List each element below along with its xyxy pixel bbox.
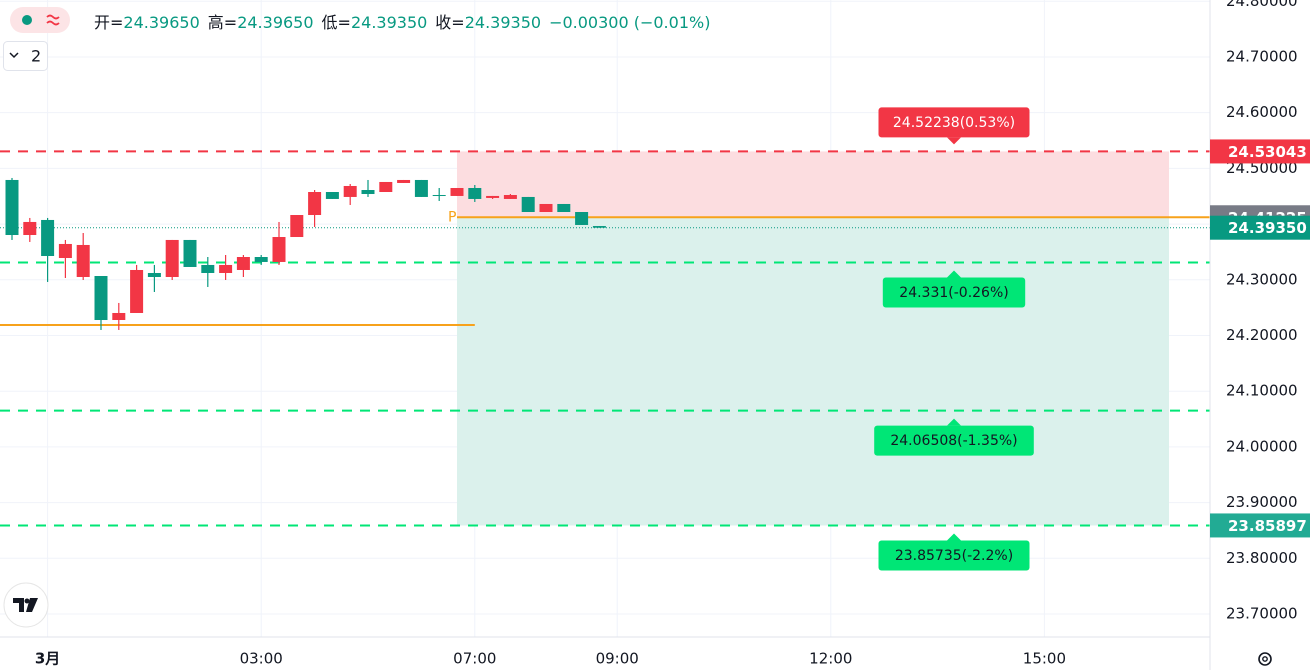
annotation-pointer — [947, 418, 961, 426]
candle-body — [486, 195, 500, 198]
candle-body — [254, 257, 268, 262]
price-tag-bg — [1210, 513, 1310, 538]
y-tick-label: 23.70000 — [1226, 604, 1298, 622]
ohlc-value: 24.39650 — [237, 13, 314, 32]
annotation-pointer — [947, 270, 961, 278]
logo-bg[interactable] — [3, 582, 49, 628]
candle-body — [575, 211, 589, 225]
candle-body — [219, 264, 233, 273]
y-tick-label: 24.80000 — [1226, 0, 1298, 10]
chevron-icon — [9, 52, 19, 59]
level-annotation: 24.06508(-1.35%) — [890, 433, 1017, 449]
candle-body — [397, 179, 411, 183]
candle-body — [557, 203, 571, 212]
candle-body — [41, 219, 55, 257]
x-tick-label: 07:00 — [453, 650, 496, 668]
y-tick-label: 23.80000 — [1226, 549, 1298, 567]
candle-body — [468, 187, 482, 199]
symbol-badge[interactable] — [10, 7, 70, 33]
candle-body — [23, 221, 37, 236]
level-annotation-bg — [878, 540, 1030, 571]
candle-body — [361, 189, 375, 195]
ohlc-value: 24.39650 — [123, 13, 200, 32]
candle-body — [432, 195, 446, 197]
candle-body — [272, 237, 286, 262]
price-tag-bg — [1210, 139, 1310, 164]
x-tick-label: 15:00 — [1023, 650, 1066, 668]
candle-body — [76, 244, 90, 278]
y-tick-label: 24.30000 — [1226, 270, 1298, 288]
level-annotation-bg — [882, 277, 1026, 308]
x-tick-label: 03:00 — [240, 650, 283, 668]
logo-dot — [24, 598, 30, 604]
candle-body — [325, 192, 339, 199]
candle-body — [201, 264, 215, 273]
price-tag: 24.39350 — [1228, 219, 1307, 237]
candle-body — [308, 192, 322, 216]
ohlc-value: 24.39350 — [350, 13, 428, 32]
candle-body — [539, 203, 553, 212]
collapse-button[interactable] — [3, 41, 48, 71]
candle-body — [130, 269, 144, 313]
ohlc-label: 收= — [435, 13, 465, 32]
candle-body — [379, 181, 393, 193]
ohlc-header: 开=24.39650 高=24.39650 低=24.39350 收=24.39350… — [94, 9, 710, 33]
candle-body — [503, 195, 517, 199]
ohlc-label: 开= — [94, 13, 124, 32]
level-annotation-bg — [878, 107, 1030, 138]
wave-icon — [46, 14, 60, 26]
ohlc-label: 高= — [207, 13, 238, 32]
settings-icon[interactable] — [1258, 652, 1272, 666]
candle-body — [112, 312, 126, 321]
candle-body — [521, 196, 535, 212]
ohlc-label: 低= — [321, 13, 351, 32]
level-annotation: 24.52238(0.53%) — [893, 115, 1015, 131]
annotation-pointer — [947, 533, 961, 541]
entry-marker: P — [448, 209, 456, 225]
candle-body — [343, 185, 357, 197]
level-annotation: 24.331(-0.26%) — [899, 285, 1008, 301]
x-tick-label: 3月 — [35, 650, 60, 668]
y-tick-label: 24.10000 — [1226, 382, 1298, 400]
x-tick-label: 12:00 — [809, 650, 852, 668]
price-tag: 24.53043 — [1228, 143, 1307, 161]
y-tick-label: 24.00000 — [1226, 437, 1298, 455]
candle-body — [450, 187, 464, 196]
candle-body — [5, 179, 19, 236]
candle-body — [183, 239, 197, 267]
candle-body — [290, 215, 304, 238]
candle-body — [58, 243, 72, 259]
indicator-count: 2 — [31, 47, 41, 66]
level-annotation-bg — [874, 425, 1034, 456]
logo — [13, 598, 38, 612]
price-axis-panel — [1210, 0, 1310, 670]
y-tick-label: 24.60000 — [1226, 103, 1298, 121]
loss-zone — [457, 151, 1169, 218]
profit-zone — [457, 217, 1169, 526]
candle-body — [165, 239, 179, 278]
candle-body — [94, 275, 108, 321]
candle-body — [592, 226, 606, 228]
price-tag: 23.85897 — [1228, 517, 1307, 535]
candle-body — [147, 272, 161, 278]
price-tag-bg — [1210, 215, 1310, 240]
y-tick-label: 24.20000 — [1226, 326, 1298, 344]
candle-body — [414, 179, 428, 197]
status-dot — [22, 15, 32, 25]
change: −0.00300 (−0.01%) — [549, 13, 711, 32]
settings-icon-center — [1262, 656, 1268, 662]
y-tick-label: 23.90000 — [1226, 493, 1298, 511]
annotation-pointer — [947, 137, 961, 145]
y-tick-label: 24.70000 — [1226, 47, 1298, 65]
level-annotation: 23.85735(-2.2%) — [895, 548, 1013, 564]
x-tick-label: 09:00 — [596, 650, 639, 668]
ohlc-value: 24.39350 — [464, 13, 542, 32]
candle-body — [236, 257, 250, 270]
